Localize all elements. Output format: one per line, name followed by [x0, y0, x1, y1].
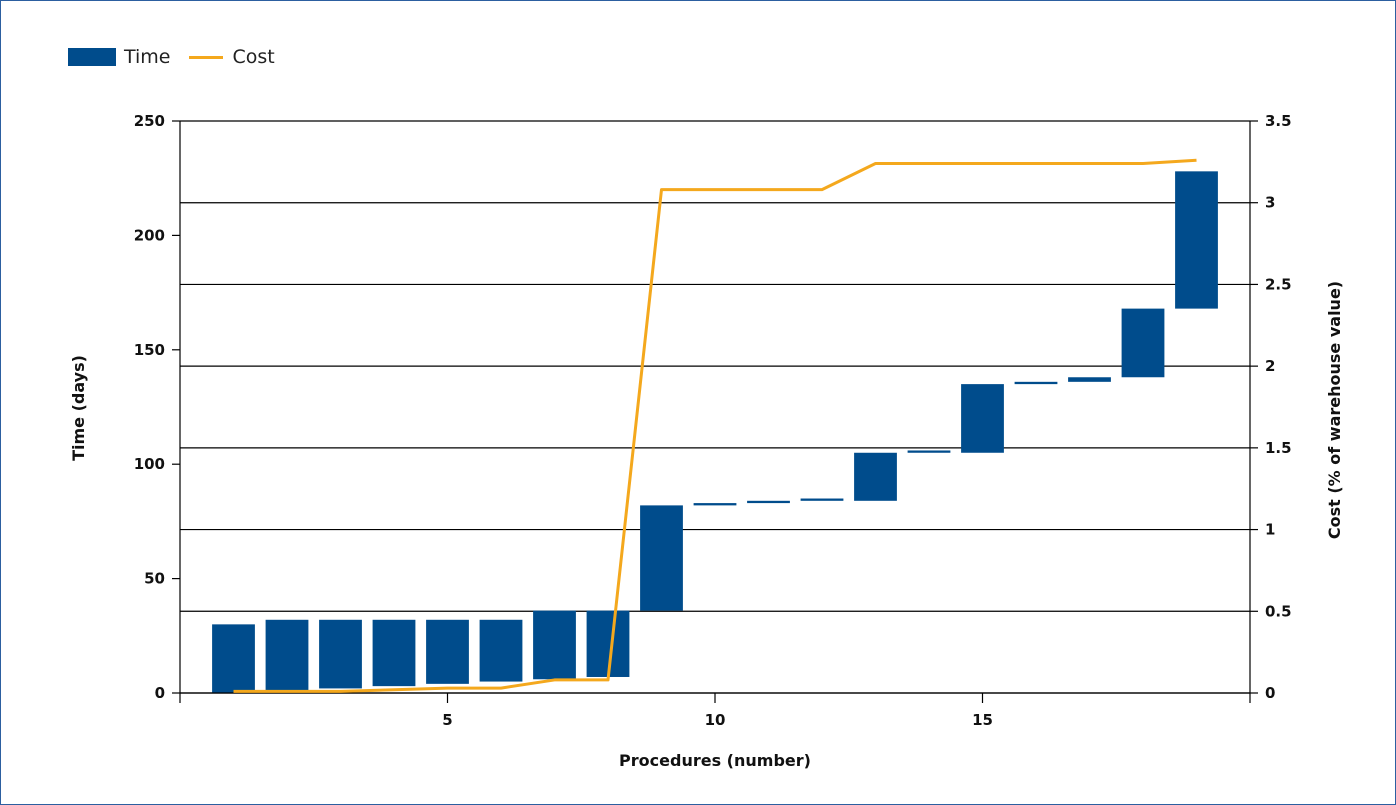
time-bar-16 [1014, 381, 1058, 385]
y2-tick-label-7: 3.5 [1265, 112, 1292, 130]
y-tick-label-5: 250 [134, 112, 165, 130]
y2-tick-label-0: 0 [1265, 684, 1275, 702]
legend-swatch-cost [188, 55, 223, 59]
legend-item-cost[interactable]: Cost [188, 46, 275, 68]
y2-tick-label-5: 2.5 [1265, 275, 1292, 293]
time-bar-3 [319, 619, 362, 689]
cost-line [233, 158, 1197, 693]
y-tick-label-2: 100 [134, 455, 165, 473]
y-tick-label-0: 0 [155, 684, 165, 702]
y2-tick-label-4: 2 [1265, 357, 1275, 375]
time-bar-2 [265, 619, 309, 691]
time-bar-19 [1175, 171, 1218, 309]
y2-tick-label-3: 1.5 [1265, 439, 1292, 457]
time-bar-6 [479, 619, 523, 682]
legend-item-time[interactable]: Time [68, 46, 171, 68]
legend: Time Cost [68, 44, 293, 70]
time-bar-18 [1121, 308, 1165, 378]
y-axis-title: Time (days) [69, 355, 88, 461]
time-bar-4 [372, 619, 416, 687]
time-bar-12 [800, 498, 844, 501]
y-tick-label-3: 150 [134, 341, 165, 359]
legend-swatch-time [68, 48, 116, 66]
time-bar-5 [426, 619, 469, 684]
y2-tick-label-1: 0.5 [1265, 602, 1292, 620]
y2-tick-label-2: 1 [1265, 521, 1275, 539]
y2-tick-label-6: 3 [1265, 194, 1275, 212]
x-tick-label-0: 5 [442, 711, 452, 729]
time-bar-9 [640, 505, 683, 611]
time-bar-8 [586, 610, 630, 677]
legend-label-time: Time [124, 46, 171, 68]
time-bar-10 [693, 503, 737, 506]
time-bar-11 [747, 500, 790, 504]
time-bar-15 [961, 384, 1004, 453]
tick-labels: 0 50 100 150 200 250 0 0.5 1 1.5 2 2.5 3 3.5 5 10 15 [134, 112, 1292, 729]
x-tick-label-2: 15 [972, 711, 993, 729]
time-bars [212, 171, 1218, 693]
time-bar-14 [907, 450, 951, 453]
y-tick-label-4: 200 [134, 226, 165, 244]
time-bar-13 [854, 452, 897, 501]
axes [172, 120, 1258, 703]
time-bar-1 [212, 624, 255, 693]
x-tick-label-1: 10 [705, 711, 726, 729]
y2-axis-title: Cost (% of warehouse value) [1325, 281, 1344, 539]
gridlines [180, 120, 1250, 694]
y-tick-label-1: 50 [144, 570, 165, 588]
legend-label-cost: Cost [232, 46, 275, 68]
x-axis-title: Procedures (number) [619, 751, 811, 770]
cost-series [233, 158, 1197, 693]
time-bar-7 [533, 610, 576, 680]
time-bar-17 [1068, 377, 1111, 382]
